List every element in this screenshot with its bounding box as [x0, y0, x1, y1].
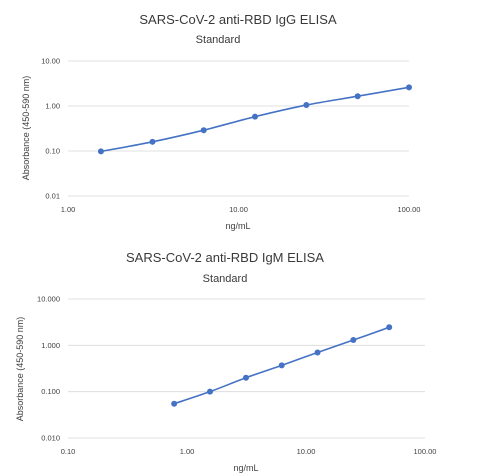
chart-igm-data-point: [278, 362, 285, 369]
chart-igm-ytick-label: 1.000: [41, 341, 60, 350]
chart-igg-data-point: [406, 84, 412, 91]
chart-igm-ytick-label: 0.100: [41, 387, 60, 396]
chart-igm-xtick-label: 10.00: [297, 447, 316, 456]
chart-igg-ytick-label: 0.01: [45, 192, 60, 201]
chart-igg-plot: 10.001.000.100.011.00 10.00 100.00: [41, 57, 420, 215]
chart-igm-data-point: [171, 400, 178, 407]
chart-igg-ytick-label: 1.00: [45, 102, 60, 111]
chart-igg-subtitle: Standard: [196, 34, 241, 46]
chart-igm-xlabel: ng/mL: [233, 463, 258, 473]
chart-igg-data-point: [303, 102, 310, 109]
chart-igm-xtick-label: 1.00: [180, 447, 195, 456]
chart-igm-ylabel: Absorbance (450-590 nm): [15, 317, 25, 422]
chart-igm: SARS-CoV-2 anti-RBD IgM ELISA Standard n…: [15, 250, 436, 473]
chart-igg-data-point: [200, 127, 207, 134]
chart-igg-xtick-label: 10.00: [229, 205, 248, 214]
chart-igg-ylabel: Absorbance (450-590 nm): [21, 76, 31, 181]
chart-igg-ytick-label: 0.10: [45, 147, 60, 156]
chart-igm-title: SARS-CoV-2 anti-RBD IgM ELISA: [126, 250, 324, 265]
chart-igm-data-point: [242, 374, 249, 381]
chart-igm-data-point: [206, 388, 213, 395]
chart-igm-data-point: [386, 324, 393, 331]
chart-igg-title: SARS-CoV-2 anti-RBD IgG ELISA: [139, 12, 337, 27]
chart-igm-ytick-label: 10.000: [37, 295, 60, 304]
chart-igm-subtitle: Standard: [203, 273, 248, 285]
chart-igg: SARS-CoV-2 anti-RBD IgG ELISA Standard n…: [21, 12, 420, 231]
chart-igg-xtick-label: 1.00: [61, 205, 76, 214]
chart-igg-data-point: [149, 138, 156, 145]
chart-igg-data-point: [252, 113, 259, 120]
chart-igm-data-point: [314, 349, 321, 356]
chart-igm-xtick-label: 0.10: [61, 447, 76, 456]
chart-igm-data-point: [350, 337, 357, 344]
chart-igm-xtick-label: 100.00: [414, 447, 437, 456]
chart-igg-xlabel: ng/mL: [225, 221, 250, 231]
chart-igg-xtick-label: 100.00: [398, 205, 421, 214]
chart-igg-data-point: [354, 93, 361, 100]
chart-igg-data-point: [97, 148, 104, 155]
chart-igm-ytick-label: 0.010: [41, 434, 60, 443]
chart-igg-ytick-label: 10.00: [41, 57, 60, 66]
